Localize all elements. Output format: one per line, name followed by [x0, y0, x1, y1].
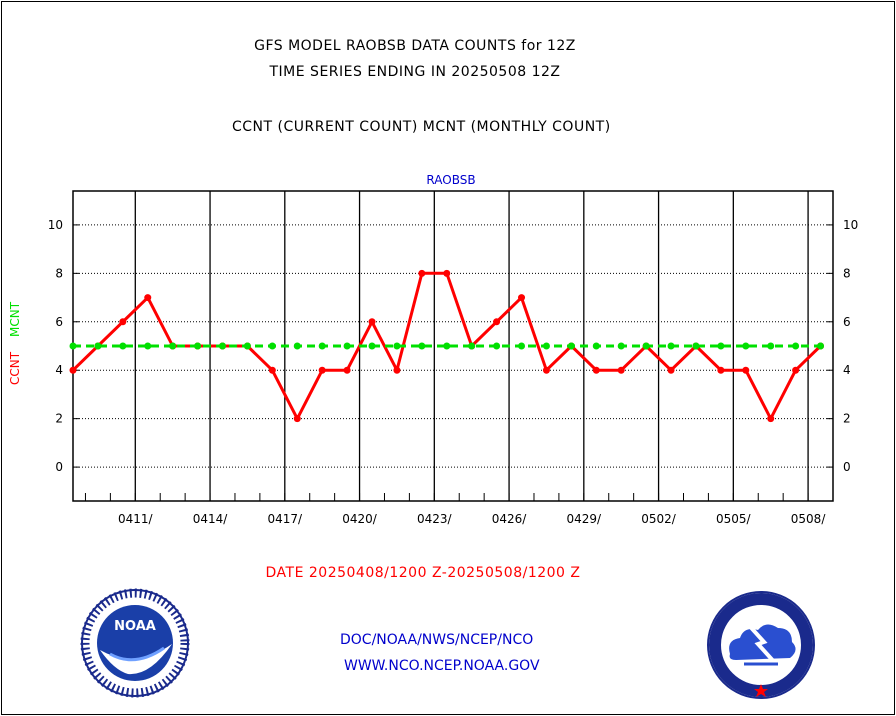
point-mcnt — [592, 342, 600, 350]
point-mcnt — [767, 342, 775, 350]
point-mcnt — [792, 342, 800, 350]
y-tick-label-left: 6 — [55, 315, 63, 329]
y-tick-label-right: 2 — [843, 412, 851, 426]
x-tick-label: 0420/ — [342, 512, 378, 526]
point-mcnt — [94, 342, 102, 350]
point-mcnt — [343, 342, 351, 350]
x-tick-label: 0426/ — [492, 512, 528, 526]
point-mcnt — [742, 342, 750, 350]
x-tick-label: 0508/ — [791, 512, 827, 526]
point-mcnt — [318, 342, 326, 350]
y-tick-label-right: 4 — [843, 363, 851, 377]
point-ccnt — [493, 318, 501, 326]
point-mcnt — [119, 342, 127, 350]
y-tick-label-left: 0 — [55, 460, 63, 474]
point-ccnt — [443, 269, 451, 277]
point-ccnt — [318, 366, 326, 374]
nws-logo — [707, 591, 815, 699]
x-tick-label: 0411/ — [118, 512, 154, 526]
x-axis-label: DATE 20250408/1200 Z-20250508/1200 Z — [265, 565, 581, 581]
point-ccnt — [792, 366, 800, 374]
point-ccnt — [617, 366, 625, 374]
point-mcnt — [642, 342, 650, 350]
point-ccnt — [393, 366, 401, 374]
footer-url: WWW.NCO.NCEP.NOAA.GOV — [344, 658, 540, 674]
point-ccnt — [368, 318, 376, 326]
chart-title: GFS MODEL RAOBSB DATA COUNTS for 12Z — [254, 38, 576, 54]
point-mcnt — [169, 342, 177, 350]
x-tick-label: 0429/ — [567, 512, 603, 526]
x-tick-label: 0423/ — [417, 512, 453, 526]
point-mcnt — [617, 342, 625, 350]
point-ccnt — [268, 366, 276, 374]
x-tick-label: 0417/ — [268, 512, 304, 526]
point-mcnt — [418, 342, 426, 350]
y-axis-label-mcnt: MCNT — [8, 301, 22, 337]
point-ccnt — [667, 366, 675, 374]
point-mcnt — [194, 342, 202, 350]
y-tick-label-right: 8 — [843, 266, 851, 280]
series-layer — [69, 269, 825, 423]
point-mcnt — [493, 342, 501, 350]
point-ccnt — [343, 366, 351, 374]
point-ccnt — [717, 366, 725, 374]
point-ccnt — [542, 366, 550, 374]
point-ccnt — [742, 366, 750, 374]
noaa-logo-text: NOAA — [114, 619, 156, 634]
point-mcnt — [518, 342, 526, 350]
y-tick-label-left: 10 — [48, 218, 63, 232]
point-mcnt — [268, 342, 276, 350]
point-mcnt — [443, 342, 451, 350]
point-ccnt — [69, 366, 77, 374]
noaa-logo: NOAA — [80, 588, 190, 698]
x-tick-label: 0414/ — [193, 512, 229, 526]
x-tick-label: 0502/ — [641, 512, 677, 526]
x-tick-label: 0505/ — [716, 512, 752, 526]
chart-subtitle: TIME SERIES ENDING IN 20250508 12Z — [269, 64, 561, 80]
footer-org: DOC/NOAA/NWS/NCEP/NCO — [340, 632, 534, 648]
point-mcnt — [219, 342, 227, 350]
point-mcnt — [243, 342, 251, 350]
y-tick-label-left: 2 — [55, 412, 63, 426]
point-mcnt — [69, 342, 77, 350]
y-tick-label-left: 4 — [55, 363, 63, 377]
y-tick-label-right: 6 — [843, 315, 851, 329]
point-mcnt — [144, 342, 152, 350]
series-description: CCNT (CURRENT COUNT) MCNT (MONTHLY COUNT… — [232, 119, 611, 135]
point-ccnt — [518, 294, 526, 302]
point-mcnt — [667, 342, 675, 350]
y-axis-label-ccnt: CCNT — [8, 351, 22, 385]
point-ccnt — [418, 269, 426, 277]
point-mcnt — [567, 342, 575, 350]
point-mcnt — [692, 342, 700, 350]
point-mcnt — [717, 342, 725, 350]
point-mcnt — [368, 342, 376, 350]
y-axis-label: CCNT MCNT — [8, 301, 22, 385]
point-mcnt — [468, 342, 476, 350]
point-mcnt — [817, 342, 825, 350]
y-tick-label-right: 10 — [843, 218, 858, 232]
point-ccnt — [592, 366, 600, 374]
point-mcnt — [542, 342, 550, 350]
y-tick-label-left: 8 — [55, 266, 63, 280]
point-ccnt — [767, 415, 775, 423]
panel-label: RAOBSB — [426, 173, 475, 187]
y-tick-label-right: 0 — [843, 460, 851, 474]
point-mcnt — [293, 342, 301, 350]
point-ccnt — [293, 415, 301, 423]
point-ccnt — [119, 318, 127, 326]
point-mcnt — [393, 342, 401, 350]
tick-labels: 0 0 2 2 4 4 6 6 8 8 10 10 0411/0414/0417/0420/0423/0… — [48, 218, 859, 526]
point-ccnt — [144, 294, 152, 302]
